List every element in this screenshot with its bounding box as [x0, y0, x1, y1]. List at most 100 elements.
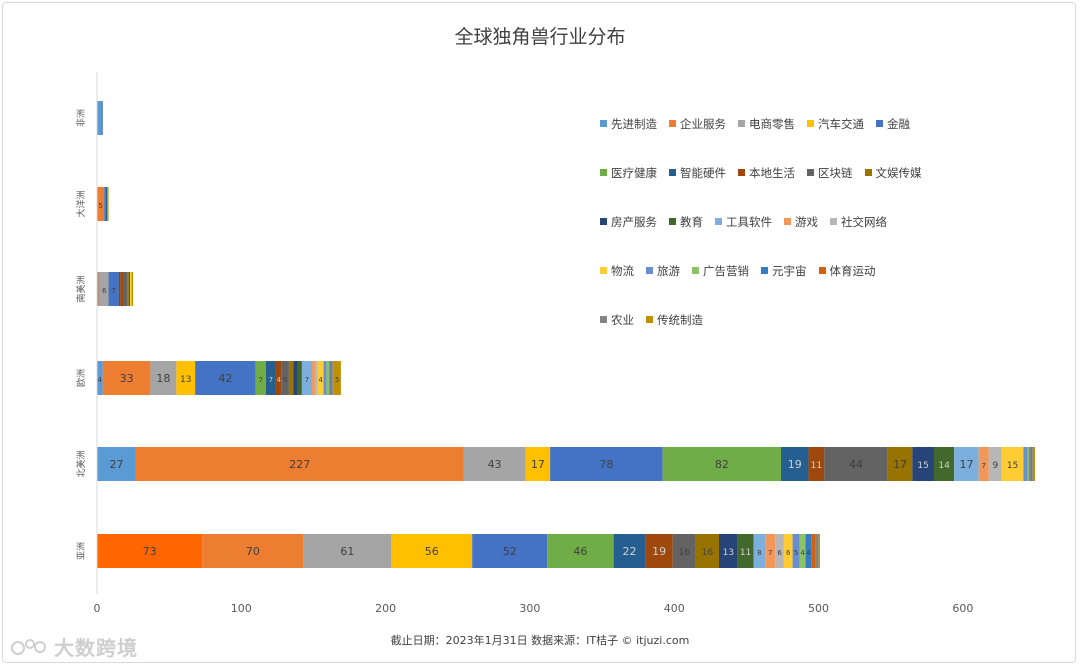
data-label: 19 — [652, 545, 666, 558]
footer-note: 截止日期：2023年1月31日 数据来源：IT桔子 © itjuzi.com — [390, 634, 690, 647]
x-tick-label: 0 — [94, 602, 101, 615]
bar-segment — [293, 361, 298, 395]
bar-segment — [613, 534, 646, 568]
legend-swatch — [807, 120, 814, 127]
data-label: 4 — [277, 376, 282, 384]
legend-swatch — [600, 120, 607, 127]
legend-label: 游戏 — [795, 215, 818, 229]
x-tick-label: 500 — [808, 602, 829, 615]
data-label: 18 — [156, 372, 170, 385]
data-label: 4 — [98, 376, 103, 384]
legend-item: 社交网络 — [830, 214, 887, 263]
bar-segment — [255, 361, 266, 395]
bar-segment — [753, 534, 766, 568]
bar-segment — [97, 187, 105, 221]
data-label: 44 — [849, 458, 863, 471]
legend-label: 社交网络 — [841, 215, 887, 229]
data-label: 27 — [109, 458, 123, 471]
bar-segment — [332, 361, 334, 395]
legend-swatch — [600, 218, 607, 225]
bar-segment — [104, 187, 106, 221]
bar-segment — [1032, 447, 1034, 481]
data-label: 73 — [143, 545, 157, 558]
legend-item: 智能硬件 — [669, 165, 726, 214]
data-label: 7 — [259, 376, 263, 384]
legend-label: 医疗健康 — [611, 166, 657, 180]
bar-segment — [695, 534, 719, 568]
data-label: 15 — [1007, 461, 1018, 471]
bar-segment — [645, 534, 673, 568]
legend-swatch — [807, 169, 814, 176]
data-label: 13 — [180, 375, 191, 385]
bar-segment — [781, 447, 809, 481]
data-label: 4 — [318, 376, 323, 384]
bar-segment — [288, 361, 294, 395]
bar-segment — [525, 447, 551, 481]
data-label: 33 — [120, 372, 134, 385]
legend-row: 房产服务 教育 工具软件 游戏 社交网络 — [600, 214, 1020, 263]
category-label: 欧洲 — [75, 369, 87, 387]
legend-label: 元宇宙 — [772, 264, 807, 278]
bar-segment — [818, 534, 820, 568]
bar-segment — [1033, 447, 1035, 481]
bar-segment — [97, 361, 103, 395]
bar-segment — [128, 272, 131, 306]
data-label: 4 — [806, 549, 811, 557]
bar-segment — [792, 534, 800, 568]
legend-label: 农业 — [611, 313, 634, 327]
legend-label: 旅游 — [657, 264, 680, 278]
legend-row: 物流 旅游 广告营销 元宇宙 体育运动 — [600, 263, 1020, 312]
watermark-logo: 大数跨境 — [10, 632, 138, 661]
bar-segment — [131, 272, 134, 306]
legend-label: 企业服务 — [680, 117, 726, 131]
legend-swatch — [600, 169, 607, 176]
legend-item: 电商零售 — [738, 116, 795, 165]
legend-label: 先进制造 — [611, 117, 657, 131]
bar-segment — [1023, 447, 1028, 481]
legend-swatch — [864, 169, 872, 176]
bar-segment — [472, 534, 548, 568]
category-label: 南美洲 — [75, 275, 87, 302]
legend-swatch — [738, 120, 745, 127]
category-label: 非洲 — [75, 109, 87, 127]
legend-label: 文娱传媒 — [875, 166, 922, 180]
bar-layer: 73 70 61 56 52 46 22 19 16 16 13 11 8 7 6 6 5 4 427 227 43 17… — [97, 101, 1035, 568]
bar-segment — [323, 361, 327, 395]
data-label: 8 — [757, 549, 761, 557]
bar-segment — [330, 361, 333, 395]
bar-segment — [202, 534, 304, 568]
bar-segment — [1029, 447, 1031, 481]
legend-item: 先进制造 — [600, 116, 657, 165]
x-tick-label: 400 — [664, 602, 685, 615]
data-label: 17 — [893, 458, 907, 471]
bar-segment — [547, 534, 614, 568]
legend-swatch — [818, 267, 826, 274]
legend-label: 物流 — [611, 264, 634, 278]
legend: 先进制造 企业服务 电商零售 汽车交通 金融 医疗健康 智能硬件 本地生活 区块链 文娱传媒 房产服… — [600, 116, 1020, 361]
legend-item: 传统制造 — [646, 312, 703, 361]
legend-swatch — [669, 120, 676, 127]
legend-swatch — [761, 267, 768, 274]
bar-segment — [108, 272, 119, 306]
bar-segment — [312, 361, 315, 395]
bar-segment — [97, 272, 99, 306]
bar-segment — [887, 447, 913, 481]
legend-swatch — [876, 120, 883, 127]
data-label: 9 — [992, 461, 998, 471]
bar-segment — [105, 187, 108, 221]
bar-segment — [314, 361, 318, 395]
legend-item: 区块链 — [807, 165, 853, 214]
bar-segment — [135, 447, 464, 481]
legend-swatch — [646, 316, 653, 323]
bar-segment — [824, 447, 888, 481]
data-label: 227 — [289, 458, 310, 471]
data-label: 11 — [740, 548, 751, 558]
bar-segment — [275, 361, 282, 395]
legend-label: 本地生活 — [749, 166, 795, 180]
legend-item: 农业 — [600, 312, 634, 361]
bar-segment — [815, 534, 819, 568]
legend-item: 物流 — [600, 263, 634, 312]
legend-item: 企业服务 — [669, 116, 726, 165]
bar-segment — [978, 447, 989, 481]
bar-segment — [130, 272, 132, 306]
